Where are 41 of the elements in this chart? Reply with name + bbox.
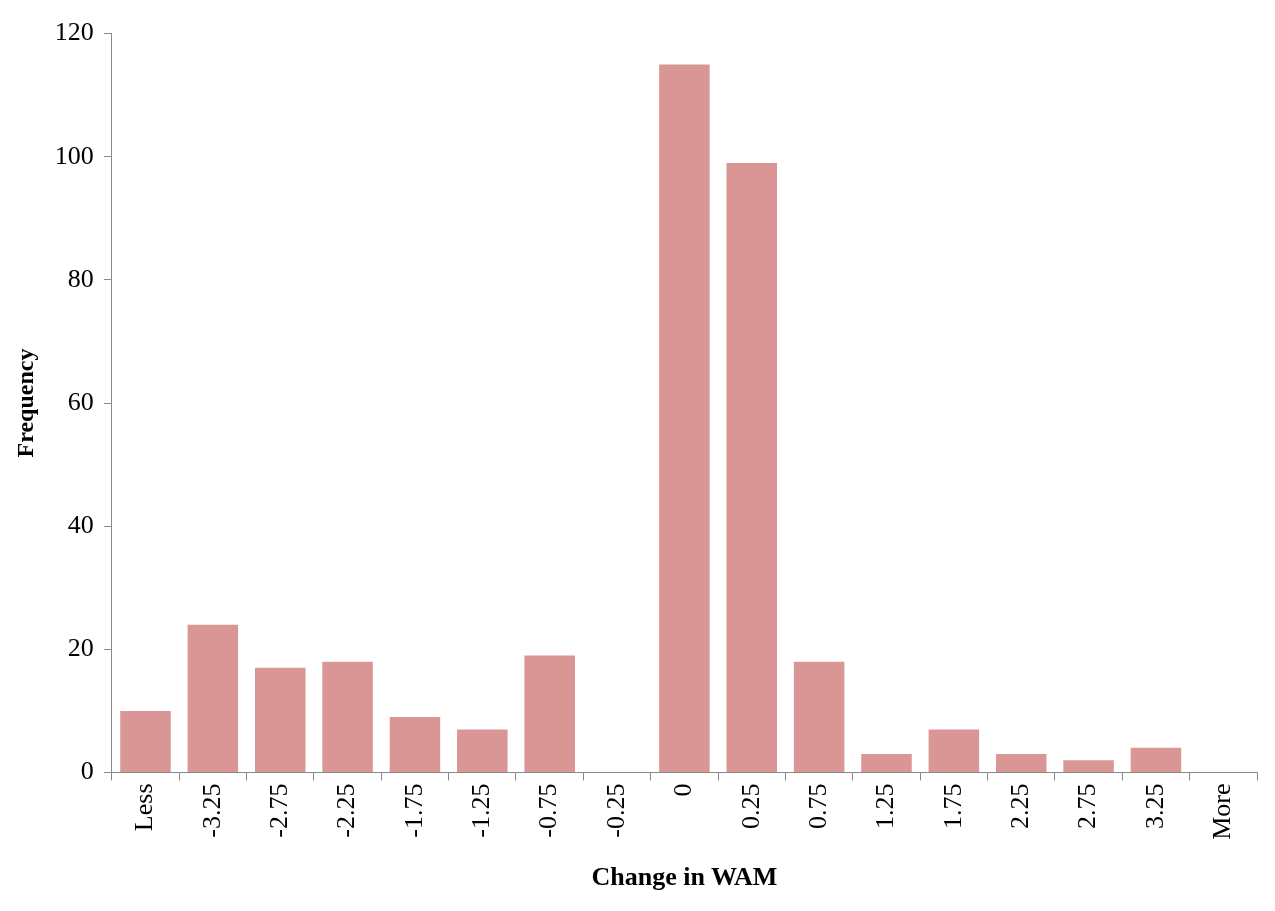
x-tick-label: 2.75 — [1072, 783, 1102, 829]
bar — [389, 717, 441, 772]
x-axis-title: Change in WAM — [591, 862, 778, 892]
bar — [120, 710, 171, 772]
x-tick-label: 0.25 — [735, 783, 765, 829]
y-tick-label: 120 — [54, 17, 94, 47]
y-tick-label: 20 — [67, 633, 94, 663]
bar — [457, 729, 508, 772]
y-tick-label: 80 — [67, 263, 94, 293]
x-tick-label: -1.75 — [398, 783, 428, 838]
bar — [254, 667, 306, 772]
x-tick-label: More — [1207, 783, 1237, 840]
x-tick-label: -1.25 — [466, 783, 496, 838]
x-tick-label: 1.75 — [937, 783, 967, 829]
x-tick-label: -3.25 — [196, 783, 226, 838]
x-tick-label: -2.25 — [331, 783, 361, 838]
x-tick-label: -0.25 — [600, 783, 630, 838]
y-axis-title: Frequency — [11, 348, 38, 458]
bar — [659, 64, 710, 772]
bar — [928, 729, 980, 772]
bar — [322, 661, 373, 772]
y-tick-label: 0 — [80, 756, 94, 786]
x-tick-label: -2.75 — [264, 783, 294, 838]
x-tick-label: 2.25 — [1005, 783, 1035, 829]
bar — [1130, 747, 1182, 772]
bar — [861, 754, 912, 772]
bar — [524, 655, 575, 772]
x-tick-label: 1.25 — [870, 783, 900, 829]
x-tick-label: 0 — [668, 783, 698, 797]
x-tick-label: Less — [129, 783, 159, 832]
bar — [995, 754, 1047, 772]
x-tick-label: 3.25 — [1139, 783, 1169, 829]
bar — [793, 661, 845, 772]
y-tick-label: 100 — [54, 140, 94, 170]
y-tick-label: 40 — [67, 510, 94, 540]
bar — [726, 162, 778, 772]
x-tick-label: -0.75 — [533, 783, 563, 838]
bar — [187, 624, 239, 772]
x-tick-label: 0.75 — [802, 783, 832, 829]
bar — [1063, 760, 1114, 772]
y-tick-label: 60 — [67, 386, 94, 416]
